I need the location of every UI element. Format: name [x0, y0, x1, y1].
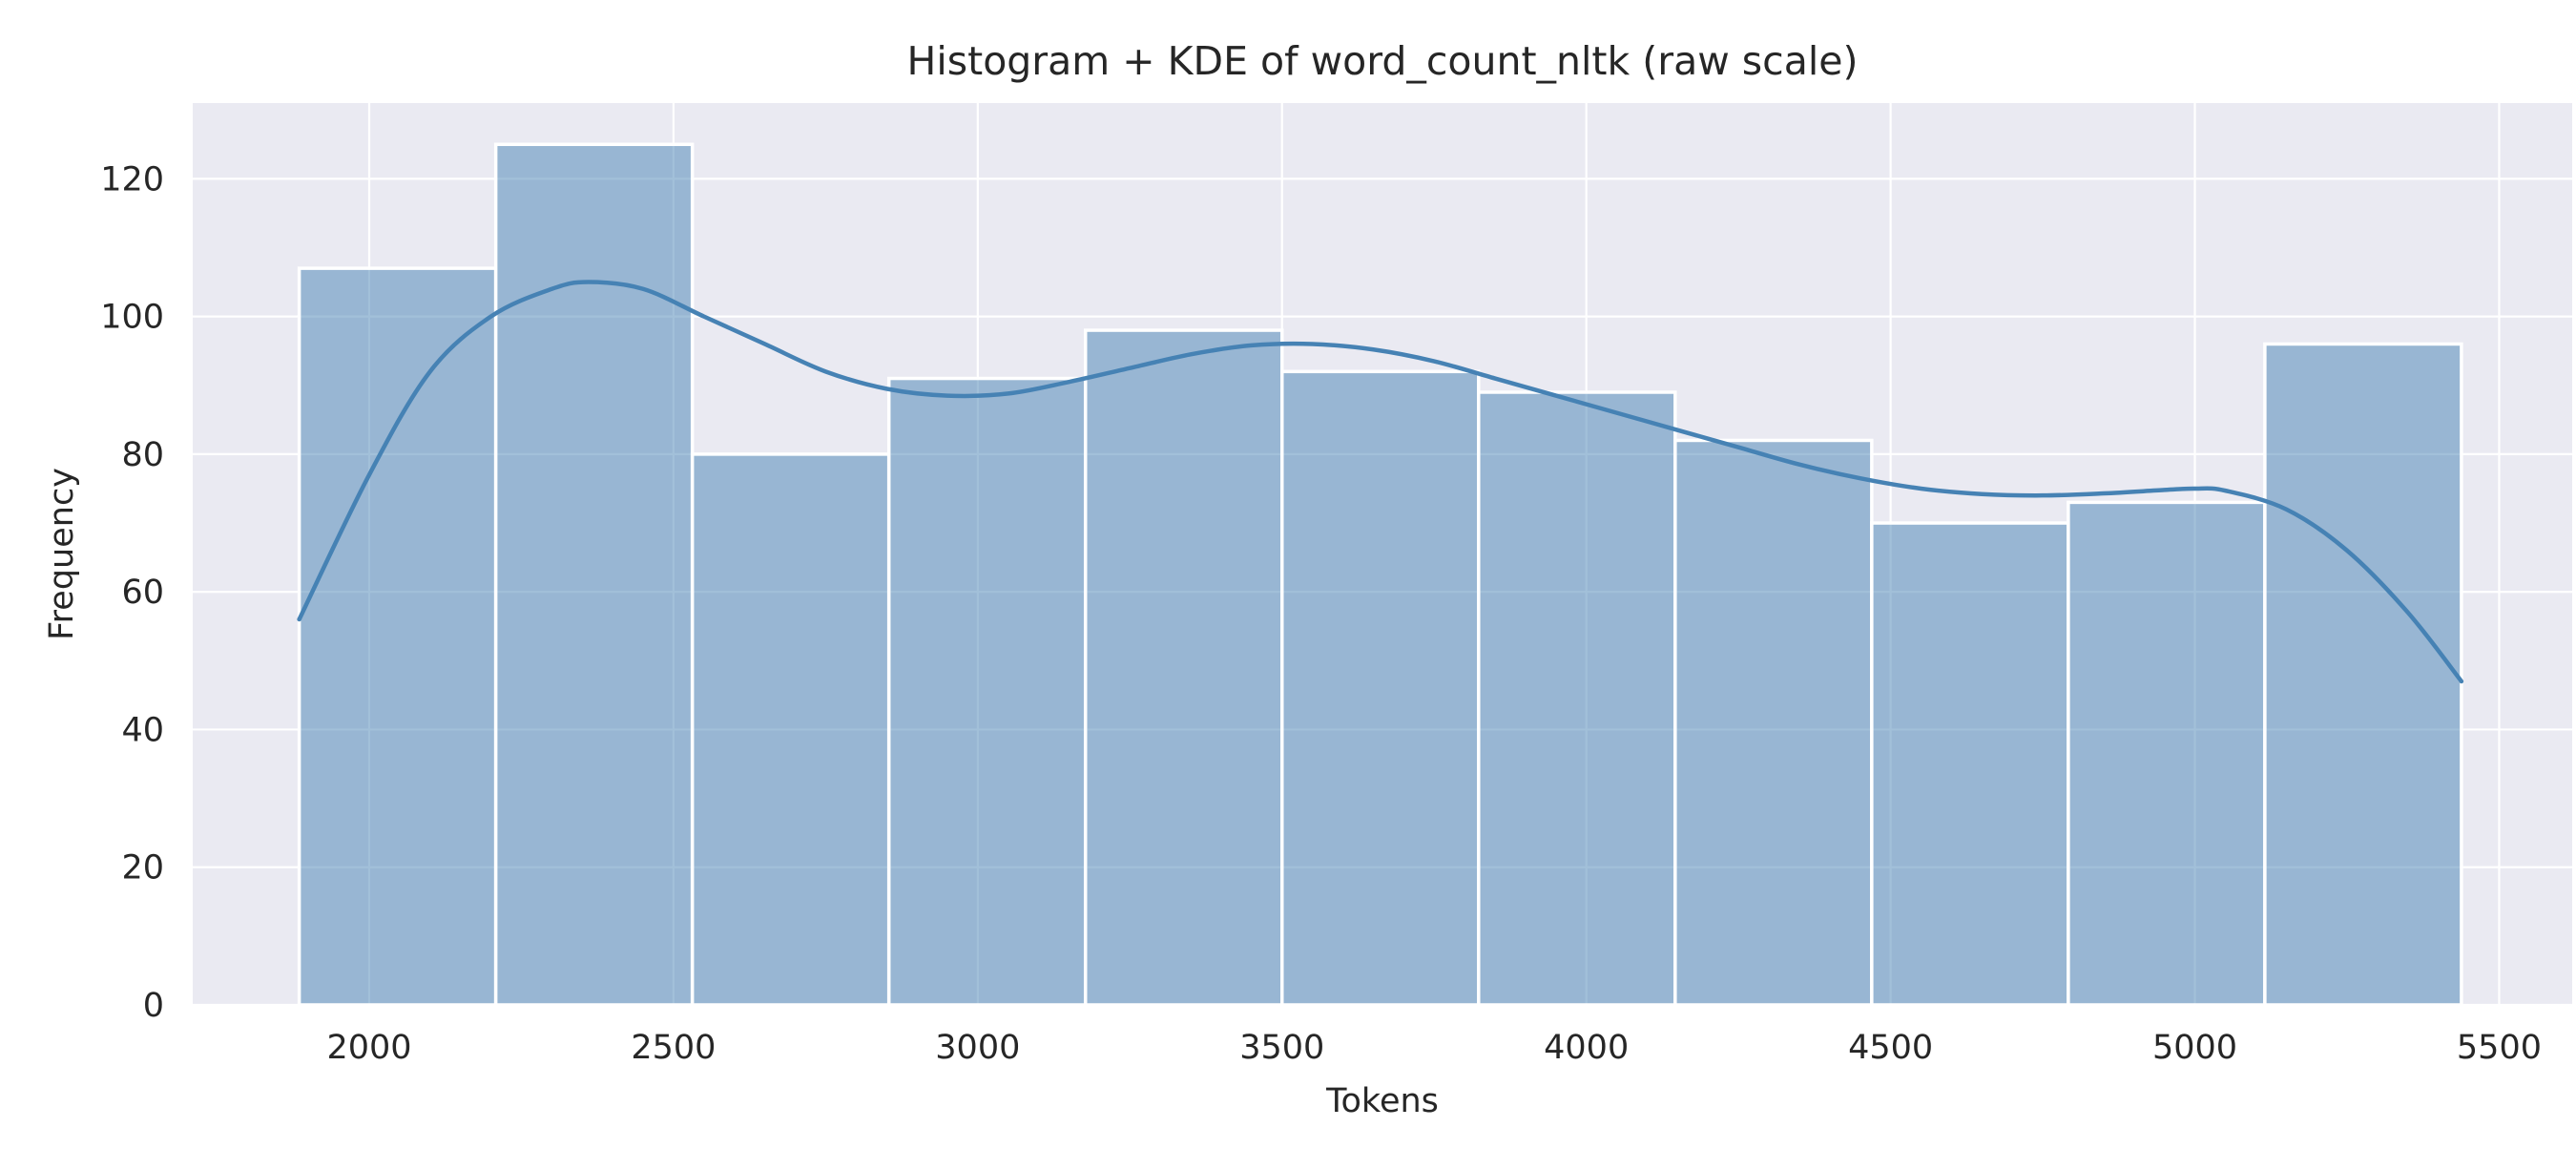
kde-curve: [297, 280, 2464, 684]
y-tick-label: 0: [143, 987, 164, 1025]
y-tick-label: 20: [121, 849, 164, 888]
y-axis-label: Frequency: [43, 468, 81, 640]
histogram-bar: [2263, 342, 2463, 1007]
x-tick-label: 5500: [2457, 1029, 2542, 1067]
x-tick-label: 4000: [1544, 1029, 1629, 1067]
y-tick-label: 80: [121, 436, 164, 474]
histogram-bar: [297, 266, 498, 1007]
y-tick-label: 60: [121, 574, 164, 612]
histogram-bar: [886, 376, 1088, 1007]
histogram-bar: [1280, 369, 1481, 1007]
histogram-bar: [493, 142, 695, 1007]
y-tick-label: 120: [100, 160, 164, 198]
y-axis-ticks: 0 20 40 60 80 100 120: [100, 160, 164, 1025]
x-axis-ticks: 2000 2500 3000 3500 4000 4500 5000 5500: [326, 1029, 2542, 1067]
histogram-bar: [1673, 438, 1874, 1007]
x-tick-label: 2500: [631, 1029, 716, 1067]
chart-title: Histogram + KDE of word_count_nltk (raw …: [907, 38, 1859, 84]
x-tick-label: 3000: [935, 1029, 1020, 1067]
x-tick-label: 5000: [2152, 1029, 2237, 1067]
y-tick-label: 40: [121, 711, 164, 749]
histogram-bar: [690, 452, 891, 1007]
histogram-bar: [1870, 521, 2070, 1007]
y-tick-label: 100: [100, 299, 164, 337]
x-tick-label: 2000: [326, 1029, 411, 1067]
histogram-bar: [1083, 328, 1284, 1007]
x-tick-label: 3500: [1239, 1029, 1324, 1067]
x-tick-label: 4500: [1848, 1029, 1933, 1067]
histogram-bar: [2067, 500, 2267, 1007]
x-axis-label: Tokens: [1325, 1082, 1439, 1120]
histogram-bars: [297, 142, 2463, 1007]
histogram-bar: [1477, 390, 1677, 1007]
